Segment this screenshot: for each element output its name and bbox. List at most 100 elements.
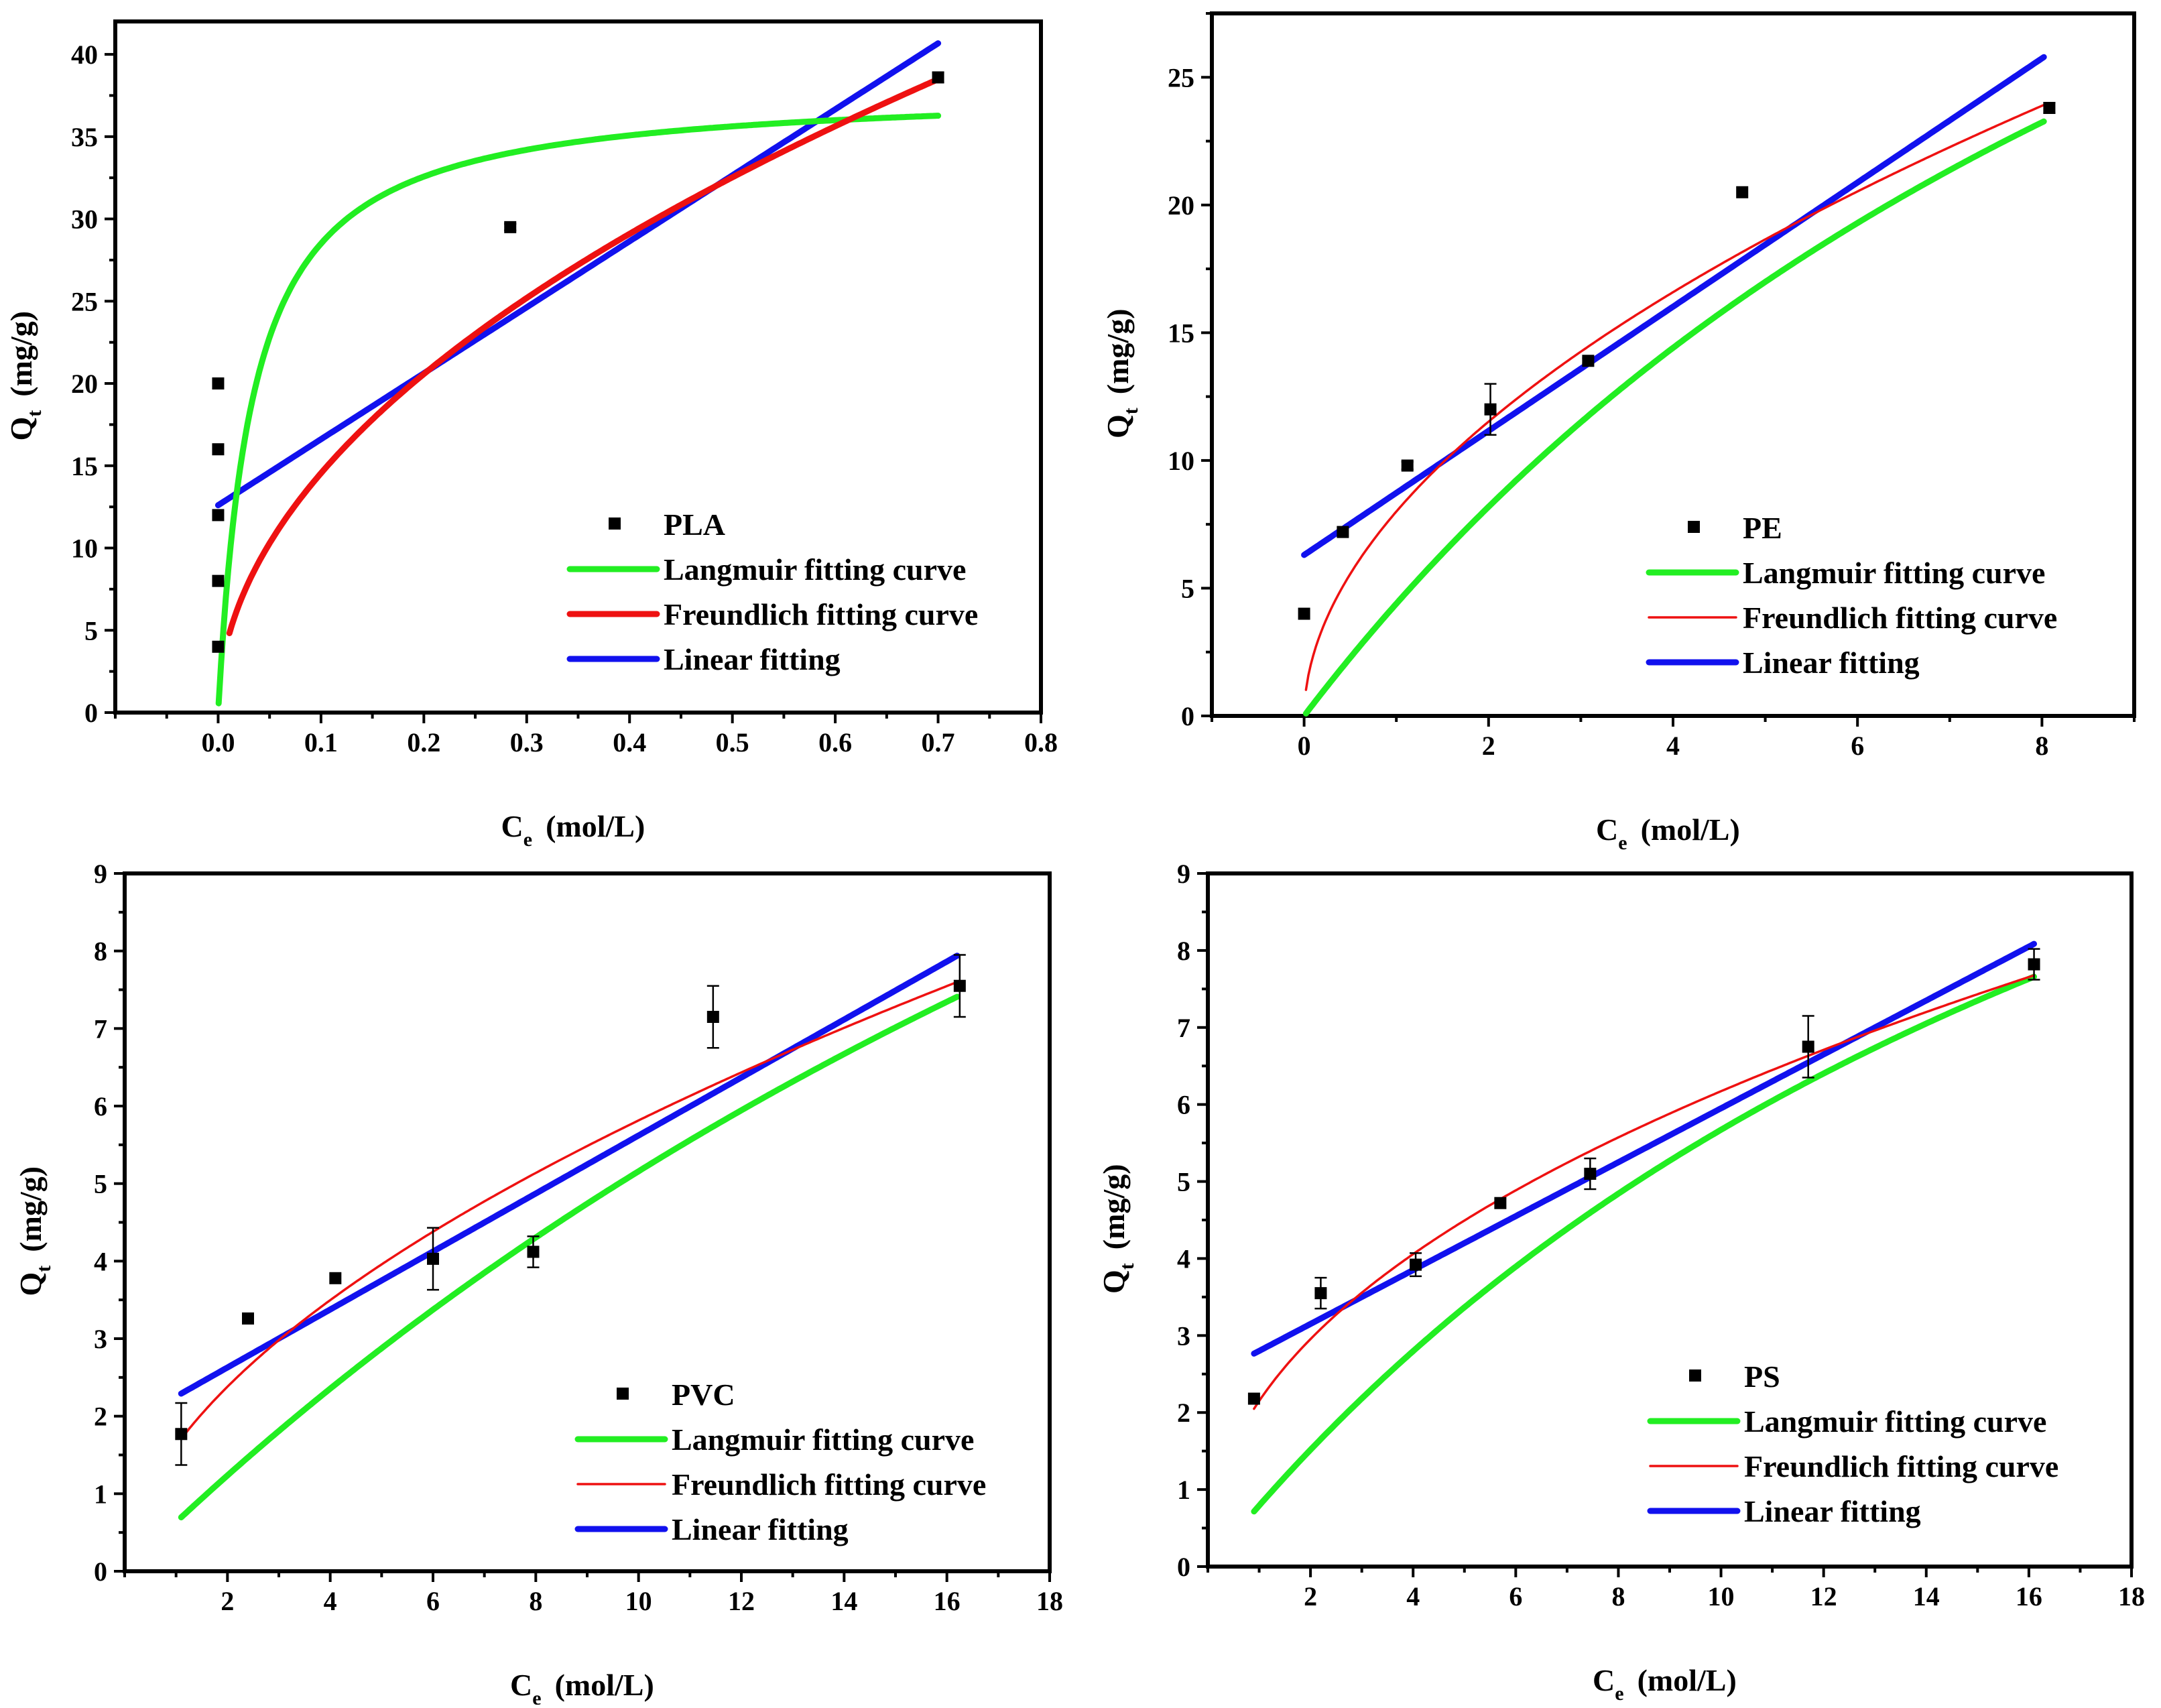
pvc-x-tick-label: 8 — [529, 1586, 542, 1616]
ps-langmuir-curve — [1251, 973, 2037, 1515]
ps-x-tick-label: 10 — [1708, 1581, 1735, 1611]
pe-legend: PE Langmuir fitting curve Freundlich fitti… — [1646, 511, 2057, 680]
pla-legend: PLA Langmuir fitting curve Freundlich fitt… — [566, 507, 978, 676]
pvc-x-tick-label: 14 — [830, 1586, 857, 1616]
pe-freundlich-curve — [1304, 103, 2045, 691]
pvc-data-point — [706, 1010, 719, 1023]
ps-linear-curve — [1251, 940, 2037, 1357]
pvc-x-tick-label: 12 — [728, 1586, 755, 1616]
pe-legend-marker — [1688, 521, 1700, 533]
pla-legend-points-label: PLA — [664, 507, 725, 542]
ps-legend-langmuir-label: Langmuir fitting curve — [1744, 1404, 2046, 1439]
ps-data-point — [1247, 1392, 1260, 1405]
ps-data-point — [1494, 1197, 1507, 1209]
ps-freundlich-curve — [1253, 974, 2036, 1410]
pe-y-tick-label: 0 — [1181, 701, 1194, 731]
pe-linear-curve — [1301, 54, 2047, 558]
pvc-y-tick-label: 8 — [94, 936, 107, 967]
ps-data-point — [1584, 1168, 1597, 1180]
ps-x-tick-label: 2 — [1304, 1581, 1317, 1611]
pe-data-point — [1582, 355, 1595, 367]
pe-data-point — [1337, 526, 1349, 538]
pvc-legend-linear-label: Linear fitting — [672, 1512, 849, 1546]
pvc-y-tick-label: 6 — [94, 1091, 107, 1121]
pla-x-tick-label: 0.6 — [818, 727, 852, 757]
pe-y-tick-label: 5 — [1181, 573, 1194, 603]
pvc-plot-frame — [123, 871, 1052, 1573]
pvc-x-tick-label: 4 — [324, 1586, 337, 1616]
pe-y-tick-label: 10 — [1168, 446, 1194, 476]
ps-y-tick-label: 6 — [1177, 1090, 1190, 1120]
pla-y-tick-label: 15 — [71, 451, 98, 481]
pvc-langmuir-curve — [178, 993, 961, 1521]
ps-y-axis-label: Qt(mg/g) — [1097, 1164, 1138, 1294]
ps-x-tick-label: 18 — [2118, 1581, 2145, 1611]
ps-y-tick-label: 0 — [1177, 1552, 1190, 1582]
pe-x-tick-label: 0 — [1298, 731, 1311, 761]
ps-x-tick-label: 12 — [1810, 1581, 1837, 1611]
pe-data-point — [1401, 459, 1414, 472]
ps-legend-marker — [1689, 1369, 1701, 1382]
pvc-linear-curve — [178, 953, 961, 1397]
pla-data-point — [212, 377, 225, 390]
pvc-y-tick-label: 7 — [94, 1014, 107, 1044]
pe-y-tick-label: 20 — [1168, 190, 1194, 221]
pvc-data-point — [329, 1272, 342, 1284]
ps-data-point — [2028, 958, 2040, 971]
pla-data-point — [212, 443, 225, 456]
pla-panel: 0.0 0.1 0.2 0.3 0.4 0.5 0.6 0.7 0.8 0 5 10 15 20 25 30 3… — [4, 19, 1058, 851]
pvc-x-tick-label: 2 — [221, 1586, 234, 1616]
pe-x-axis-label: Ce (mol/L) — [1596, 812, 1740, 854]
ps-legend-freundlich-label: Freundlich fitting curve — [1744, 1449, 2058, 1483]
pvc-legend-marker — [617, 1388, 629, 1400]
pvc-legend-freundlich-label: Freundlich fitting curve — [672, 1467, 986, 1502]
pvc-x-tick-label: 18 — [1036, 1586, 1063, 1616]
ps-data-point — [1802, 1040, 1814, 1053]
pvc-y-tick-label: 1 — [94, 1479, 107, 1509]
pe-legend-linear-label: Linear fitting — [1743, 646, 1920, 680]
pe-data-point — [1736, 186, 1749, 198]
pla-y-axis-label: Qt(mg/g) — [4, 311, 46, 441]
pe-panel: 0 2 4 6 8 0 5 10 15 20 25 Ce (mol/L) Qt(mg/g) PE Langmu… — [1101, 11, 2136, 854]
pvc-data-point — [527, 1245, 540, 1258]
pe-y-tick-label: 15 — [1168, 318, 1194, 348]
pvc-y-tick-label: 4 — [94, 1246, 107, 1276]
pe-legend-langmuir-label: Langmuir fitting curve — [1743, 556, 2045, 590]
ps-y-tick-label: 4 — [1177, 1243, 1190, 1274]
ps-y-tick-label: 7 — [1177, 1013, 1190, 1043]
pla-x-tick-label: 0.2 — [407, 727, 440, 757]
pla-x-tick-label: 0.4 — [613, 727, 646, 757]
pla-legend-linear-label: Linear fitting — [664, 642, 841, 676]
pla-legend-freundlich-label: Freundlich fitting curve — [664, 597, 978, 631]
pla-data-point — [212, 640, 225, 653]
pla-legend-marker — [609, 517, 621, 530]
ps-legend-linear-label: Linear fitting — [1744, 1494, 1921, 1528]
ps-y-tick-label: 3 — [1177, 1321, 1190, 1351]
pla-x-tick-label: 0.0 — [201, 727, 235, 757]
ps-x-tick-label: 16 — [2016, 1581, 2042, 1611]
ps-y-tick-label: 9 — [1177, 859, 1190, 889]
pvc-y-tick-label: 5 — [94, 1169, 107, 1199]
pla-x-tick-label: 0.3 — [510, 727, 544, 757]
pvc-x-tick-label: 16 — [934, 1586, 961, 1616]
pvc-x-tick-label: 10 — [625, 1586, 652, 1616]
pla-y-tick-label: 10 — [71, 534, 98, 564]
ps-x-tick-label: 6 — [1509, 1581, 1522, 1611]
pvc-data-point — [175, 1428, 188, 1441]
pla-x-tick-label: 0.7 — [922, 727, 955, 757]
ps-y-tick-label: 1 — [1177, 1475, 1190, 1505]
ps-x-tick-label: 4 — [1406, 1581, 1420, 1611]
pla-data-point — [212, 509, 225, 522]
pla-x-axis-label: Ce (mol/L) — [501, 809, 645, 851]
pe-y-tick-label: 25 — [1168, 62, 1194, 93]
ps-x-axis-label: Ce (mol/L) — [1593, 1663, 1737, 1705]
pe-x-tick-label: 2 — [1482, 731, 1495, 761]
pla-data-point — [212, 574, 225, 587]
pla-linear-curve — [214, 40, 942, 509]
pla-y-tick-label: 5 — [84, 615, 98, 646]
pvc-y-tick-label: 0 — [94, 1557, 107, 1587]
pvc-x-tick-label: 6 — [426, 1586, 440, 1616]
